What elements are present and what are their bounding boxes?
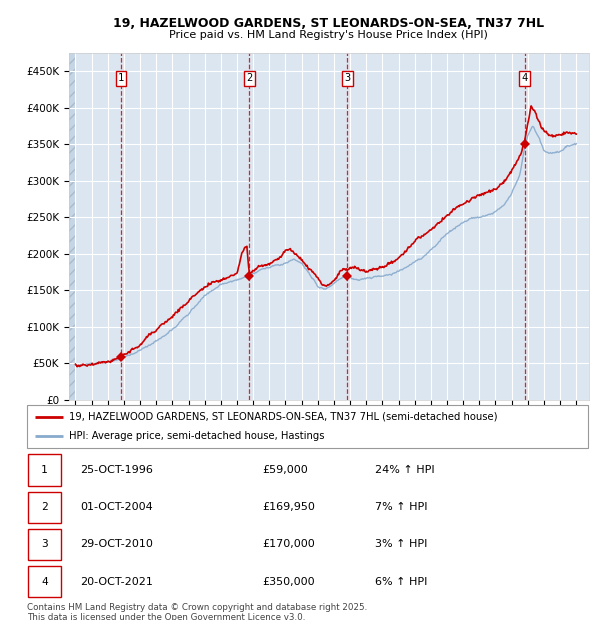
Text: 19, HAZELWOOD GARDENS, ST LEONARDS-ON-SEA, TN37 7HL: 19, HAZELWOOD GARDENS, ST LEONARDS-ON-SE… [113, 17, 544, 30]
Text: 19, HAZELWOOD GARDENS, ST LEONARDS-ON-SEA, TN37 7HL (semi-detached house): 19, HAZELWOOD GARDENS, ST LEONARDS-ON-SE… [69, 412, 497, 422]
Bar [28, 454, 61, 485]
Text: 4: 4 [521, 73, 528, 83]
Bar [28, 529, 61, 560]
Text: 20-OCT-2021: 20-OCT-2021 [80, 577, 153, 587]
Text: 1: 1 [118, 73, 124, 83]
Text: 3: 3 [344, 73, 350, 83]
Text: 2: 2 [246, 73, 252, 83]
Text: 3: 3 [41, 539, 48, 549]
Bar [69, 53, 76, 400]
Text: Price paid vs. HM Land Registry's House Price Index (HPI): Price paid vs. HM Land Registry's House … [169, 30, 488, 40]
Text: 29-OCT-2010: 29-OCT-2010 [80, 539, 153, 549]
Bar [28, 566, 61, 597]
Text: 25-OCT-1996: 25-OCT-1996 [80, 465, 153, 475]
Text: 4: 4 [41, 577, 48, 587]
Text: 6% ↑ HPI: 6% ↑ HPI [375, 577, 427, 587]
Text: HPI: Average price, semi-detached house, Hastings: HPI: Average price, semi-detached house,… [69, 432, 325, 441]
Text: Contains HM Land Registry data © Crown copyright and database right 2025.
This d: Contains HM Land Registry data © Crown c… [27, 603, 367, 620]
Text: 2: 2 [41, 502, 48, 512]
Text: £350,000: £350,000 [263, 577, 315, 587]
Text: £169,950: £169,950 [263, 502, 316, 512]
Text: 7% ↑ HPI: 7% ↑ HPI [375, 502, 427, 512]
Text: 3% ↑ HPI: 3% ↑ HPI [375, 539, 427, 549]
Text: £170,000: £170,000 [263, 539, 316, 549]
Text: £59,000: £59,000 [263, 465, 308, 475]
Text: 24% ↑ HPI: 24% ↑ HPI [375, 465, 434, 475]
Text: 01-OCT-2004: 01-OCT-2004 [80, 502, 153, 512]
Bar [28, 492, 61, 523]
Text: 1: 1 [41, 465, 48, 475]
